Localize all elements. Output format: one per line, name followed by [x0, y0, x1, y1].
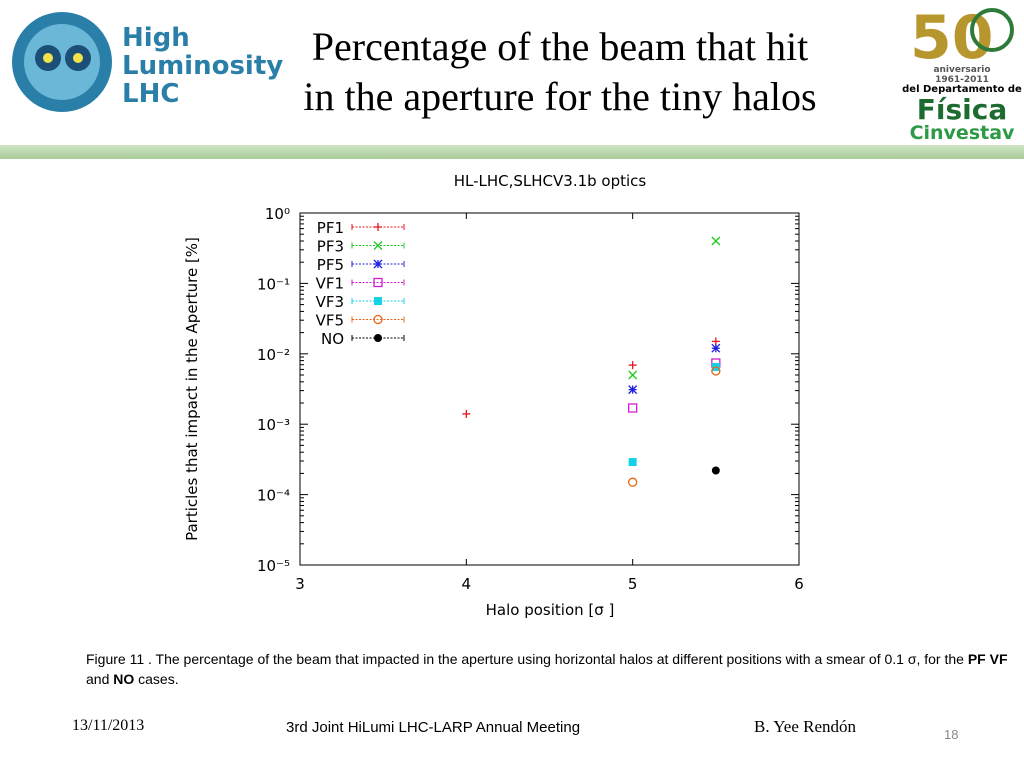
marker-shape [711, 366, 721, 376]
marker-shape [373, 277, 383, 288]
marker [711, 366, 721, 376]
slide-title: Percentage of the beam that hit in the a… [210, 22, 910, 122]
marker-stroke [711, 236, 721, 246]
page-number: 18 [944, 727, 959, 742]
title-line: in the aperture for the tiny halos [303, 74, 817, 119]
legend-label: PF3 [317, 238, 344, 256]
footer-date: 13/11/2013 [72, 717, 145, 734]
logo-text: Cinvestav [910, 122, 1015, 144]
marker-shape [628, 458, 637, 467]
left-logo: High Luminosity LHC [12, 12, 283, 112]
y-tick-label: 10⁰ [265, 205, 290, 223]
marker-stroke [628, 385, 638, 395]
marker [711, 466, 720, 475]
logo-text: Luminosity [122, 51, 283, 81]
right-logo: 50 aniversario 1961-2011 del Departament… [902, 3, 1022, 144]
logo-inner [24, 24, 100, 100]
caption: Figure 11 . The percentage of the beam t… [86, 649, 1016, 689]
y-tick-label: 10⁻³ [257, 416, 290, 434]
title-line: Percentage of the beam that hit [311, 24, 809, 69]
chart: HL-LHC,SLHCV3.1b optics Halo position [σ… [183, 172, 804, 619]
marker-shape [374, 297, 382, 305]
logo-text: aniversario [933, 65, 990, 75]
plot-frame [299, 212, 800, 566]
marker [628, 477, 638, 487]
marker [711, 236, 721, 246]
chart-title: HL-LHC,SLHCV3.1b optics [454, 172, 647, 190]
footer-author: B. Yee Rendón [754, 717, 857, 736]
legend-label: VF1 [316, 275, 344, 293]
legend-label: NO [321, 330, 344, 348]
marker-stroke [711, 343, 721, 353]
legend-label: VF5 [316, 312, 344, 330]
marker [628, 403, 638, 413]
x-tick-label: 6 [794, 575, 804, 593]
marker-shape [374, 334, 382, 342]
marker-shape [711, 466, 720, 475]
logo-beam-core [43, 53, 53, 63]
marker [373, 241, 383, 250]
logo-text: 1961-2011 [935, 75, 989, 85]
marker [373, 314, 383, 325]
marker [373, 259, 383, 269]
marker [374, 297, 382, 305]
marker [374, 334, 382, 342]
marker [628, 458, 637, 467]
legend-label: PF5 [317, 256, 344, 274]
legend-label: PF1 [317, 219, 344, 237]
marker-shape [628, 403, 638, 413]
marker [711, 343, 721, 353]
caption-text: cases. [134, 671, 179, 687]
x-tick-label: 3 [295, 575, 305, 593]
y-tick-label: 10⁻¹ [257, 275, 290, 293]
logo-text: LHC [122, 79, 179, 109]
caption-text: and [86, 671, 114, 687]
logo-beam-core [73, 53, 83, 63]
marker [711, 337, 720, 346]
logo-text: del Departamento de [902, 84, 1022, 95]
marker [628, 361, 637, 370]
marker-stroke [373, 241, 383, 250]
y-tick-label: 10⁻⁴ [257, 487, 290, 505]
marker [628, 370, 638, 380]
marker-shape [628, 477, 638, 487]
caption-text: Figure 11 . The percentage of the beam t… [86, 651, 968, 667]
y-tick-label: 10⁻² [257, 346, 290, 364]
marker-stroke [628, 370, 638, 380]
logo-text: Física [917, 93, 1007, 126]
x-tick-label: 4 [462, 575, 472, 593]
marker-stroke [373, 259, 383, 269]
x-tick-label: 5 [628, 575, 638, 593]
legend-label: VF3 [316, 293, 344, 311]
marker [628, 385, 638, 395]
y-tick-label: 10⁻⁵ [257, 557, 290, 575]
caption-bold: PF VF [967, 651, 1008, 667]
x-axis-label: Halo position [σ ] [486, 601, 615, 619]
marker [374, 223, 382, 231]
y-axis-label: Particles that impact in the Aperture [%… [183, 237, 201, 541]
caption-bold: NO [113, 671, 135, 687]
footer-meeting: 3rd Joint HiLumi LHC-LARP Annual Meeting [286, 719, 581, 736]
marker-shape [373, 314, 383, 325]
marker [462, 409, 471, 418]
marker [373, 277, 383, 288]
logo-text: High [122, 23, 190, 53]
header-band [0, 145, 1024, 159]
logo-seal [970, 8, 1014, 52]
